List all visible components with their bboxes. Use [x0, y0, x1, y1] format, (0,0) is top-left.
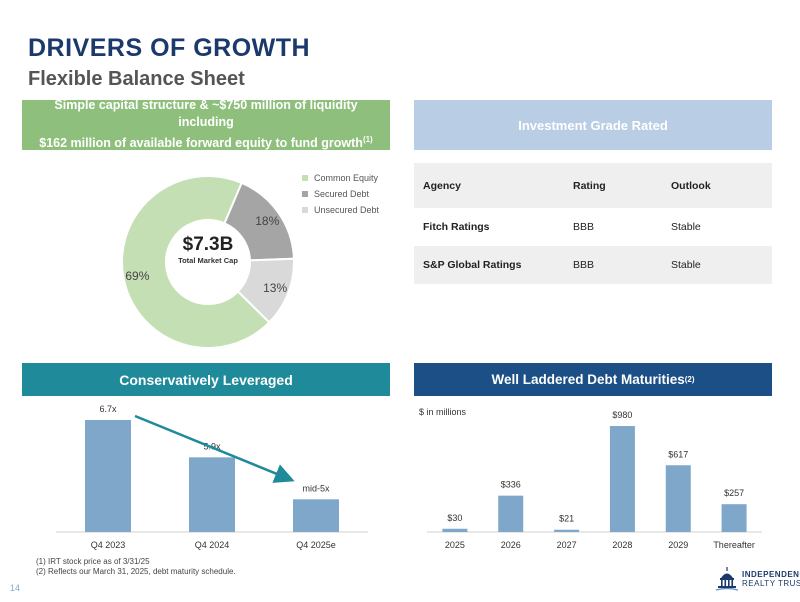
x-tick-label: 2029 — [668, 540, 688, 550]
bar-2026 — [498, 495, 524, 532]
legend-item-common-equity: Common Equity — [302, 170, 379, 186]
x-tick-label: 2026 — [501, 540, 521, 550]
x-tick-label: 2025 — [445, 540, 465, 550]
ratings-table: Agency Rating Outlook Fitch Ratings BBB … — [414, 163, 772, 284]
page-title: DRIVERS OF GROWTH — [28, 34, 311, 62]
bar-2028 — [609, 426, 635, 532]
legend-item-secured-debt: Secured Debt — [302, 186, 379, 202]
footnotes: (1) IRT stock price as of 3/31/25 (2) Re… — [36, 557, 236, 577]
bar-2025 — [442, 528, 468, 532]
legend-label: Secured Debt — [314, 189, 370, 199]
bar-data-label: $617 — [668, 449, 688, 459]
footnote-1: (1) IRT stock price as of 3/31/25 — [36, 557, 150, 566]
bar-2029 — [665, 465, 691, 532]
table-row: S&P Global Ratings BBB Stable — [414, 246, 772, 284]
header-rating: Rating — [573, 179, 606, 192]
capitol-dome-icon — [716, 567, 738, 591]
capital-banner-footnote-ref: (1) — [362, 135, 373, 145]
investment-grade-banner: Investment Grade Rated — [414, 100, 772, 150]
x-tick-label: Q4 2023 — [91, 540, 126, 550]
bar-data-label: 6.7x — [99, 404, 117, 414]
total-market-cap-value: $7.3B — [182, 234, 234, 255]
donut-center: $7.3B Total Market Cap — [166, 234, 250, 265]
logo-line2: REALTY TRUST — [742, 579, 800, 588]
company-logo: INDEPENDENCE REALTY TRUST — [716, 566, 800, 592]
conservatively-leveraged-banner: Conservatively Leveraged — [22, 363, 390, 396]
bar-q4-2023 — [85, 420, 131, 532]
bar-thereafter — [721, 504, 747, 532]
legend-label: Unsecured Debt — [314, 205, 380, 215]
debt-maturities-title: Well Laddered Debt Maturities — [491, 372, 685, 387]
total-market-cap-label: Total Market Cap — [178, 256, 238, 265]
maturities-unit-note: $ in millions — [419, 407, 467, 417]
page-subtitle: Flexible Balance Sheet — [28, 68, 245, 90]
bar-data-label: $257 — [724, 488, 744, 498]
x-tick-label: Q4 2025e — [296, 540, 336, 550]
outlook-cell: Stable — [671, 221, 701, 233]
agency-cell: Fitch Ratings — [423, 221, 490, 233]
x-tick-label: Q4 2024 — [195, 540, 230, 550]
bar-q4-2025e — [293, 499, 339, 532]
page-number: 14 — [10, 583, 21, 593]
rating-cell: BBB — [573, 259, 595, 271]
rating-cell: BBB — [573, 221, 595, 233]
bar-data-label: $21 — [559, 514, 574, 524]
x-tick-label: 2027 — [557, 540, 577, 550]
ratings-table-header: Agency Rating Outlook — [414, 163, 772, 208]
footnote-2: (2) Reflects our March 31, 2025, debt ma… — [36, 567, 236, 576]
trend-arrow — [134, 414, 295, 483]
bar-2027 — [554, 529, 580, 532]
capital-banner-line1: Simple capital structure & ~$750 million… — [54, 98, 358, 130]
donut-legend: Common Equity Secured Debt Unsecured Deb… — [302, 170, 379, 218]
legend-swatch — [302, 191, 308, 197]
bar-q4-2024 — [189, 457, 235, 532]
outlook-cell: Stable — [671, 259, 701, 271]
legend-label: Common Equity — [314, 173, 379, 183]
legend-swatch — [302, 207, 308, 213]
bar-data-label: $336 — [501, 480, 521, 490]
debt-maturities-footnote-ref: (2) — [684, 375, 695, 384]
x-tick-label: 2028 — [612, 540, 632, 550]
header-outlook: Outlook — [671, 179, 711, 192]
bar-data-label: $980 — [612, 410, 632, 420]
x-tick-label: Thereafter — [713, 540, 755, 550]
capital-structure-banner: Simple capital structure & ~$750 million… — [22, 98, 390, 151]
bar-data-label: $30 — [447, 513, 462, 523]
legend-swatch — [302, 175, 308, 181]
capital-banner-line2: $162 million of available forward equity… — [39, 136, 363, 151]
bar-data-label: mid-5x — [302, 483, 330, 493]
logo-line1: INDEPENDENCE — [742, 570, 800, 579]
header-agency: Agency — [423, 179, 461, 192]
agency-cell: S&P Global Ratings — [423, 259, 522, 271]
legend-item-unsecured-debt: Unsecured Debt — [302, 202, 379, 218]
table-row: Fitch Ratings BBB Stable — [414, 208, 772, 246]
debt-maturities-banner: Well Laddered Debt Maturities (2) — [414, 363, 772, 396]
